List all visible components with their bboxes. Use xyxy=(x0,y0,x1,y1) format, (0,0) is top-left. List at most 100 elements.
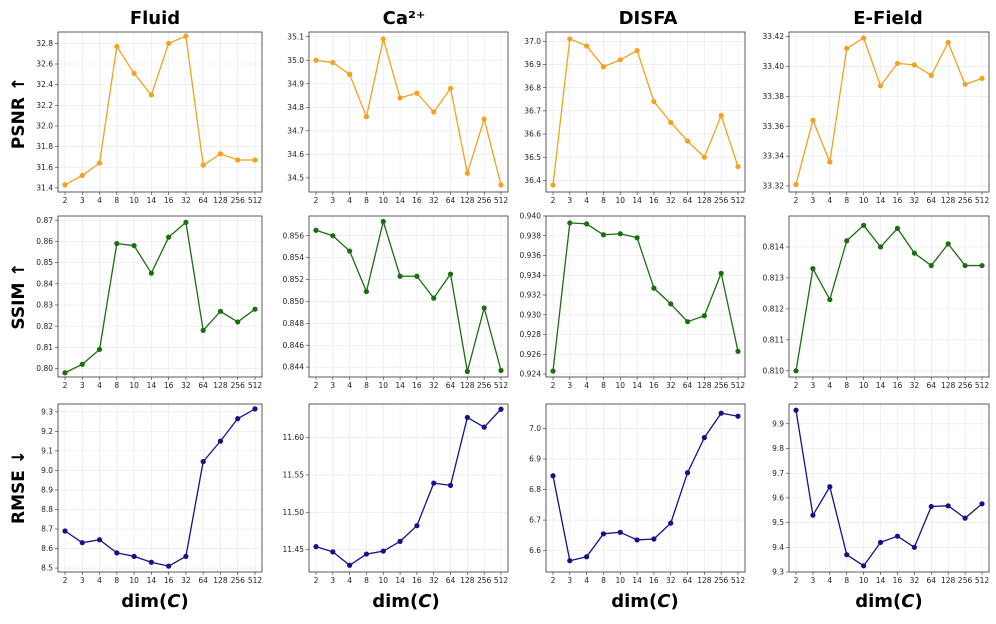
data-point-512 xyxy=(735,413,741,419)
y-tick-label: 33.42 xyxy=(763,32,785,41)
data-point-256 xyxy=(235,416,241,422)
x-tick-label: 14 xyxy=(395,381,405,390)
y-tick-label: 33.32 xyxy=(763,182,785,191)
y-tick-label: 0.926 xyxy=(520,350,542,359)
x-tick-label: 128 xyxy=(460,381,475,390)
plot-frame xyxy=(545,31,746,193)
x-tick-label: 4 xyxy=(347,576,352,585)
x-tick-label: 10 xyxy=(615,381,625,390)
chart-fluid-psnr: 31.4 31.6 31.8 32.0 32.2 32.4 32.6 32.8 2 3 4 8 10 14… xyxy=(36,31,263,205)
x-tick-label: 512 xyxy=(731,576,746,585)
x-tick-label: 8 xyxy=(364,381,369,390)
x-tick-label: 64 xyxy=(683,196,693,205)
x-tick-label: 16 xyxy=(412,381,422,390)
y-tick-label: 0.83 xyxy=(36,301,53,310)
series-line-fluid-rmse xyxy=(64,408,256,567)
data-point-4 xyxy=(347,248,353,254)
data-point-8 xyxy=(844,552,850,558)
data-point-512 xyxy=(735,348,741,354)
data-point-2 xyxy=(62,528,68,534)
data-point-512 xyxy=(498,182,504,188)
series-line-fluid-ssim xyxy=(64,221,256,374)
x-tick-label: 3 xyxy=(80,196,85,205)
x-tick-label: 128 xyxy=(460,576,475,585)
x-tick-label: 32 xyxy=(181,381,191,390)
data-point-14 xyxy=(634,47,640,54)
data-point-16 xyxy=(651,536,657,542)
x-tick-label: 16 xyxy=(893,576,903,585)
data-point-14 xyxy=(877,244,884,250)
y-tick-label: 34.7 xyxy=(287,126,304,135)
x-tick-label: 64 xyxy=(926,196,936,205)
series-line-e-field-ssim xyxy=(795,224,982,371)
chart-e-field-psnr: 33.32 33.34 33.36 33.38 33.40 33.42 2 3 4 8 10 14 16… xyxy=(763,31,990,205)
chart-ca-rmse: 11.45 11.50 11.55 11.60 2 3 4 8 10 14 16 32 64 128 256… xyxy=(283,403,509,585)
x-tick-label: 16 xyxy=(649,576,659,585)
data-point-2 xyxy=(793,407,799,413)
x-tick-label: 4 xyxy=(584,196,589,205)
series-line-e-field-rmse xyxy=(795,410,983,567)
data-point-10 xyxy=(131,553,137,559)
y-tick-label: 8.7 xyxy=(41,525,53,534)
x-tick-label: 64 xyxy=(198,576,208,585)
x-tick-label: 64 xyxy=(446,196,456,205)
data-point-3 xyxy=(330,59,336,66)
y-tick-label: 0.938 xyxy=(520,231,542,240)
y-tick-label: 36.8 xyxy=(524,83,541,92)
x-tick-label: 10 xyxy=(129,381,139,390)
y-tick-label: 33.40 xyxy=(763,62,785,71)
x-tick-label: 256 xyxy=(477,381,492,390)
data-point-256 xyxy=(718,270,724,276)
x-tick-label: 64 xyxy=(446,381,456,390)
chart-e-field-rmse: 9.3 9.4 9.5 9.6 9.7 9.8 9.9 2 3 4 8 10 14 16 32 64 128 25… xyxy=(772,403,990,585)
x-tick-label: 3 xyxy=(811,576,816,585)
data-point-512 xyxy=(498,406,504,412)
series-line-disfa-psnr xyxy=(552,38,739,186)
x-label-main: dim( xyxy=(855,591,901,612)
x-tick-label: 2 xyxy=(63,196,68,205)
y-tick-label: 0.852 xyxy=(283,275,305,284)
x-tick-label: 10 xyxy=(615,576,625,585)
data-point-32 xyxy=(183,33,189,39)
x-tick-label: 14 xyxy=(632,196,642,205)
chart-panels: 31.4 31.6 31.8 32.0 32.2 32.4 32.6 32.8 2 3 4 8 10 14… xyxy=(36,31,990,585)
data-point-8 xyxy=(114,550,120,556)
x-tick-label: 64 xyxy=(683,381,693,390)
data-point-32 xyxy=(431,295,437,301)
series-line-ca-rmse xyxy=(315,408,502,566)
x-tick-label: 16 xyxy=(649,381,659,390)
x-tick-label: 16 xyxy=(164,196,174,205)
x-tick-label: 512 xyxy=(494,381,509,390)
x-tick-label: 14 xyxy=(632,381,642,390)
y-tick-label: 0.81 xyxy=(36,343,53,352)
y-tick-label: 9.5 xyxy=(772,518,784,527)
x-tick-label: 32 xyxy=(666,196,676,205)
y-tick-label: 0.932 xyxy=(520,291,542,300)
x-tick-label: 128 xyxy=(941,381,956,390)
chart-fluid-rmse: 8.5 8.6 8.7 8.8 8.9 9.0 9.1 9.2 9.3 2 3 4 8 10 14 16 32 6… xyxy=(41,403,263,585)
x-tick-label: 4 xyxy=(827,381,832,390)
data-point-512 xyxy=(498,367,504,374)
y-tick-label: 9.3 xyxy=(41,407,53,416)
data-point-8 xyxy=(600,531,607,537)
x-tick-label: 2 xyxy=(551,576,556,585)
data-point-256 xyxy=(962,81,968,87)
y-tick-label: 9.9 xyxy=(772,419,784,428)
x-tick-label: 8 xyxy=(601,576,606,585)
y-tick-label: 0.856 xyxy=(283,231,305,240)
data-point-128 xyxy=(464,170,470,176)
x-label-close: ) xyxy=(671,591,679,612)
y-tick-label: 33.34 xyxy=(763,152,785,161)
data-point-256 xyxy=(235,157,241,163)
series-line-fluid-psnr xyxy=(64,35,255,186)
x-tick-label: 32 xyxy=(429,196,439,205)
y-tick-label: 0.812 xyxy=(763,304,785,313)
data-point-64 xyxy=(447,85,454,92)
x-tick-label: 32 xyxy=(666,381,676,390)
row-title-rmse-arrow: ↓ xyxy=(9,450,29,464)
x-tick-label: 8 xyxy=(114,576,119,585)
y-tick-label: 35.0 xyxy=(287,56,304,65)
data-point-512 xyxy=(979,262,985,269)
x-tick-label: 128 xyxy=(460,196,475,205)
data-point-16 xyxy=(651,285,657,291)
